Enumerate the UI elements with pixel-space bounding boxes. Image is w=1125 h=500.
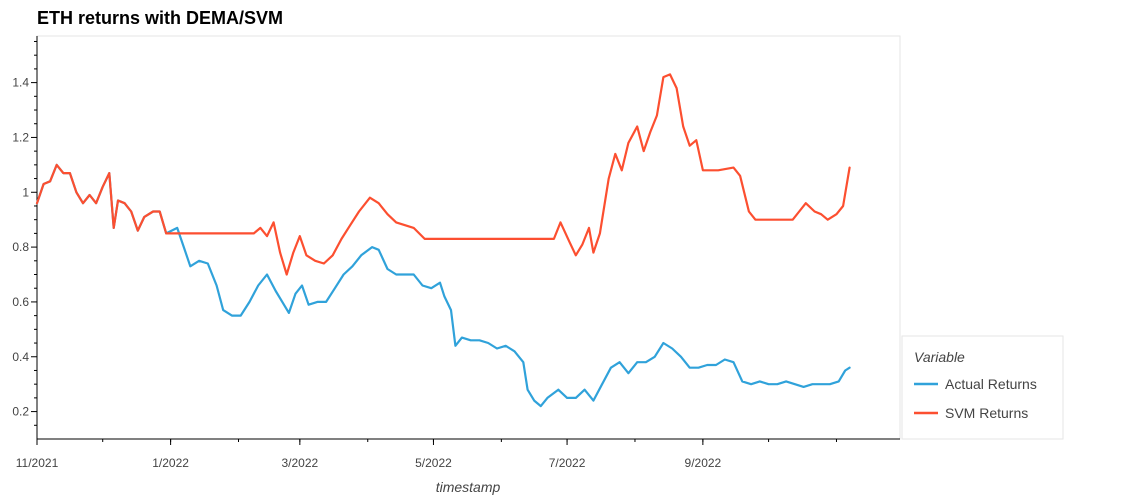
legend-label-svm-returns: SVM Returns xyxy=(945,405,1028,421)
plot-area-frame xyxy=(36,35,901,440)
y-tick-label: 1 xyxy=(22,185,29,199)
y-ticks: 0.2 0.4 0.6 0.8 1 1.2 1.4 xyxy=(12,40,37,426)
legend-title: Variable xyxy=(914,349,965,365)
y-tick-label: 1.4 xyxy=(12,76,29,90)
series-line-actual-returns xyxy=(35,163,851,408)
y-tick-label: 0.8 xyxy=(12,240,29,254)
legend: Variable Actual Returns SVM Returns xyxy=(901,335,1064,440)
y-tick-label: 1.2 xyxy=(12,130,29,144)
x-tick-label: 1/2022 xyxy=(152,456,189,470)
x-tick-label: 11/2021 xyxy=(16,456,59,470)
x-axis-label: timestamp xyxy=(436,479,501,495)
chart-title: ETH returns with DEMA/SVM xyxy=(37,8,284,28)
x-tick-label: 5/2022 xyxy=(415,456,452,470)
series-lines xyxy=(35,73,851,408)
x-tick-label: 3/2022 xyxy=(281,456,318,470)
y-tick-label: 0.4 xyxy=(12,350,29,364)
x-tick-label: 7/2022 xyxy=(549,456,586,470)
legend-box xyxy=(901,335,1064,440)
y-tick-label: 0.6 xyxy=(12,295,29,309)
y-tick-label: 0.2 xyxy=(12,405,29,419)
x-ticks: 11/2021 1/2022 3/2022 5/2022 7/2022 9/2022 xyxy=(16,439,837,470)
legend-label-actual-returns: Actual Returns xyxy=(945,376,1037,392)
x-tick-label: 9/2022 xyxy=(685,456,722,470)
series-line-svm-returns xyxy=(35,73,851,276)
